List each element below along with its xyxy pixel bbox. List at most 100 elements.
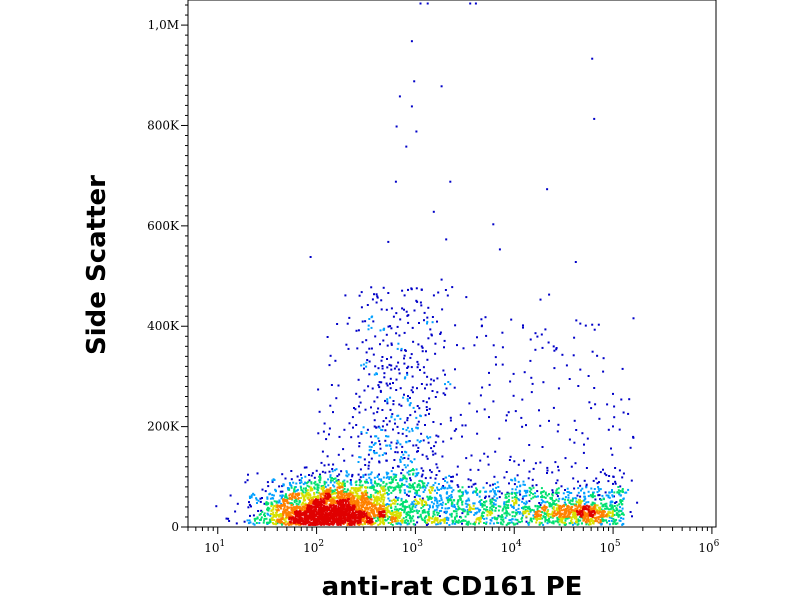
data-point <box>408 430 411 433</box>
data-point <box>317 484 320 487</box>
data-point <box>556 518 559 521</box>
data-point <box>486 509 489 511</box>
data-point <box>351 509 354 512</box>
data-point <box>436 492 438 495</box>
data-point <box>304 481 307 484</box>
data-point <box>460 494 463 497</box>
data-point <box>428 516 431 519</box>
data-point <box>577 518 579 521</box>
data-point <box>453 429 456 432</box>
data-point <box>615 513 618 516</box>
data-point <box>378 478 381 481</box>
data-point <box>382 493 385 496</box>
data-point <box>534 332 537 335</box>
data-point <box>437 291 440 294</box>
data-point <box>317 496 320 499</box>
data-point <box>418 510 421 513</box>
data-point <box>505 471 508 473</box>
data-point <box>310 498 313 501</box>
data-point <box>396 520 399 523</box>
data-point <box>292 520 295 523</box>
data-point <box>291 512 294 515</box>
data-point <box>572 509 575 512</box>
data-point <box>540 333 543 336</box>
data-point <box>427 337 430 340</box>
data-point <box>485 490 488 493</box>
data-point <box>591 510 593 513</box>
data-point <box>417 494 420 497</box>
data-point <box>300 497 303 499</box>
data-point <box>401 478 404 481</box>
data-point <box>358 442 361 444</box>
data-point <box>551 515 554 518</box>
data-point <box>382 490 385 492</box>
data-point <box>537 517 540 520</box>
data-point <box>491 517 494 520</box>
data-point <box>342 513 345 516</box>
data-point <box>444 480 446 482</box>
data-point <box>517 511 519 514</box>
data-point <box>352 521 355 524</box>
data-point <box>426 322 428 325</box>
data-point <box>323 464 326 467</box>
data-point <box>469 479 472 482</box>
data-point <box>365 365 368 368</box>
data-point <box>307 507 310 510</box>
data-point <box>410 353 413 356</box>
data-point <box>526 491 529 494</box>
data-point <box>368 445 371 448</box>
data-point <box>313 482 316 485</box>
data-point <box>459 497 462 500</box>
data-point <box>523 489 526 492</box>
data-point <box>391 512 394 514</box>
data-point <box>368 512 371 515</box>
data-point <box>303 515 306 518</box>
data-point <box>286 507 289 510</box>
data-point <box>431 489 434 492</box>
data-point <box>583 519 586 522</box>
data-point <box>357 329 360 332</box>
data-point <box>385 333 388 336</box>
data-point <box>359 480 362 483</box>
data-point <box>400 404 403 407</box>
data-point <box>358 523 361 526</box>
data-point <box>576 494 579 497</box>
data-point <box>329 481 332 484</box>
data-point <box>360 492 363 495</box>
data-point <box>406 371 409 374</box>
data-point <box>450 499 453 502</box>
data-point <box>359 489 362 492</box>
data-point <box>430 501 433 504</box>
data-point <box>282 514 285 517</box>
data-point <box>316 513 319 516</box>
data-point <box>355 519 358 522</box>
data-point <box>366 521 368 524</box>
data-point <box>427 514 430 517</box>
data-point <box>366 506 369 509</box>
data-point <box>321 489 324 492</box>
data-point <box>580 522 583 525</box>
data-point <box>271 508 274 511</box>
data-point <box>375 426 378 429</box>
data-point <box>390 356 393 359</box>
data-point <box>611 514 614 517</box>
data-point <box>337 384 340 387</box>
data-point <box>429 328 432 331</box>
data-point <box>388 485 391 488</box>
data-point <box>447 519 450 522</box>
data-point <box>375 520 378 523</box>
data-point <box>425 401 428 404</box>
data-point <box>473 502 476 505</box>
data-point <box>522 495 525 498</box>
data-point <box>334 488 337 491</box>
data-point <box>482 515 485 517</box>
data-point <box>303 498 306 500</box>
data-point <box>306 504 309 507</box>
data-point <box>395 522 398 525</box>
data-point <box>291 493 294 496</box>
data-point <box>326 508 329 511</box>
data-point <box>351 473 354 476</box>
data-point <box>373 476 376 479</box>
data-point <box>415 468 418 471</box>
data-point <box>333 499 336 502</box>
